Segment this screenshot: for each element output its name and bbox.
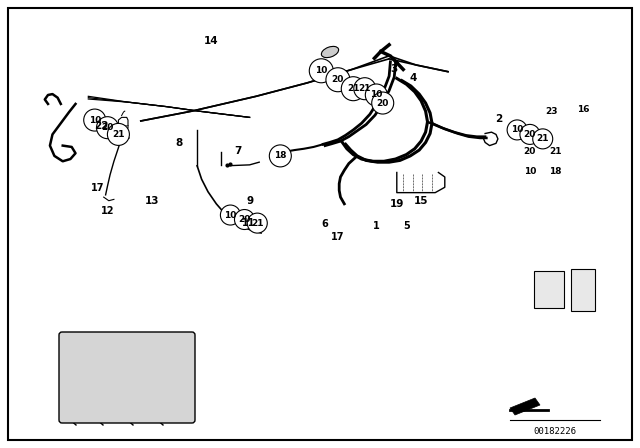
- Text: 15: 15: [414, 196, 428, 206]
- Text: 10: 10: [370, 90, 383, 99]
- Text: 2: 2: [495, 114, 503, 124]
- Ellipse shape: [321, 47, 339, 58]
- Text: 00182226: 00182226: [534, 427, 577, 436]
- FancyBboxPatch shape: [571, 269, 595, 311]
- Text: 4: 4: [409, 73, 417, 83]
- Text: 21: 21: [536, 134, 549, 143]
- Circle shape: [354, 78, 376, 100]
- Polygon shape: [510, 398, 540, 415]
- Circle shape: [341, 77, 365, 101]
- Text: 17: 17: [331, 232, 345, 241]
- Text: 18: 18: [549, 167, 562, 176]
- Text: 20: 20: [332, 75, 344, 84]
- Text: 16: 16: [577, 105, 590, 114]
- FancyBboxPatch shape: [534, 271, 564, 308]
- Text: 21: 21: [112, 130, 125, 139]
- Circle shape: [326, 68, 350, 92]
- Text: 13: 13: [145, 196, 159, 206]
- Text: 10: 10: [524, 167, 536, 176]
- Text: 12: 12: [100, 206, 115, 215]
- Text: 20: 20: [524, 130, 536, 139]
- Text: 18: 18: [274, 151, 287, 160]
- Circle shape: [309, 59, 333, 83]
- Circle shape: [247, 213, 268, 233]
- Text: 10: 10: [511, 125, 524, 134]
- Text: 20: 20: [238, 215, 251, 224]
- Text: 10: 10: [88, 116, 101, 125]
- Circle shape: [365, 84, 387, 106]
- Circle shape: [520, 125, 540, 144]
- Text: 22: 22: [94, 121, 108, 131]
- Circle shape: [269, 145, 291, 167]
- Text: 21: 21: [358, 84, 371, 93]
- Text: 3: 3: [390, 65, 397, 74]
- Text: 5: 5: [403, 221, 410, 231]
- Text: 20: 20: [101, 123, 114, 132]
- Circle shape: [84, 109, 106, 131]
- Circle shape: [507, 120, 527, 140]
- Circle shape: [532, 129, 553, 149]
- Text: 17: 17: [90, 183, 104, 193]
- Text: 21: 21: [251, 219, 264, 228]
- Text: 10: 10: [315, 66, 328, 75]
- Text: 21: 21: [347, 84, 360, 93]
- Text: 10: 10: [224, 211, 237, 220]
- FancyBboxPatch shape: [59, 332, 195, 423]
- Text: 20: 20: [376, 99, 389, 108]
- Text: 11: 11: [241, 218, 255, 228]
- Text: 14: 14: [204, 36, 218, 46]
- Text: 6: 6: [322, 219, 328, 229]
- Text: 19: 19: [390, 199, 404, 209]
- Circle shape: [372, 92, 394, 114]
- Circle shape: [97, 116, 118, 139]
- Circle shape: [108, 123, 129, 146]
- Text: 7: 7: [234, 146, 242, 156]
- Text: 23: 23: [545, 107, 558, 116]
- Text: 1: 1: [373, 221, 380, 231]
- Text: 20: 20: [524, 147, 536, 156]
- Text: 8: 8: [175, 138, 183, 148]
- Text: 21: 21: [549, 147, 562, 156]
- Circle shape: [220, 205, 241, 225]
- Text: 9: 9: [246, 196, 253, 206]
- Circle shape: [234, 210, 255, 229]
